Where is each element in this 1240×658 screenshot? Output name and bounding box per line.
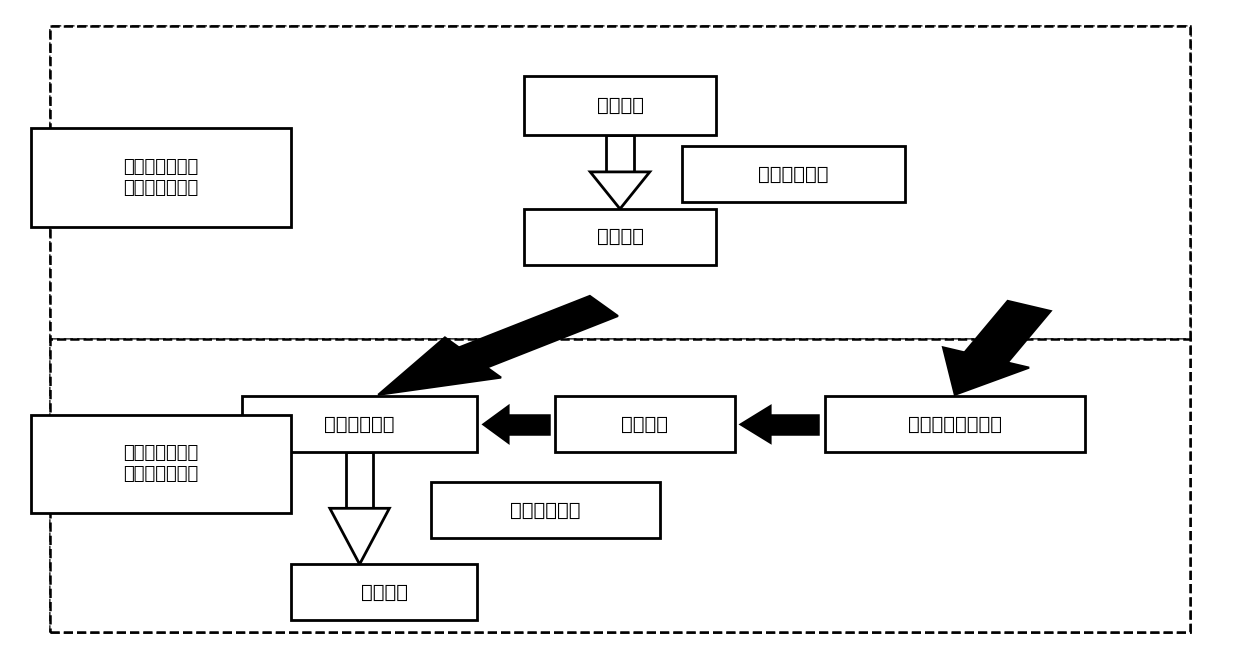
Bar xyxy=(825,396,1085,453)
Bar xyxy=(31,128,291,227)
Polygon shape xyxy=(330,508,389,564)
Polygon shape xyxy=(459,296,618,368)
Text: 二相分布检测: 二相分布检测 xyxy=(511,501,580,519)
Bar xyxy=(606,135,634,172)
Text: 采集样本: 采集样本 xyxy=(596,96,644,114)
Bar xyxy=(50,26,1190,339)
Bar xyxy=(523,76,717,135)
Bar xyxy=(31,415,291,513)
Text: 小片段插入缺失
检测程序内完成: 小片段插入缺失 检测程序内完成 xyxy=(124,445,198,483)
Bar xyxy=(432,482,660,538)
Bar xyxy=(523,209,717,265)
Polygon shape xyxy=(484,406,508,443)
Text: 检测结果: 检测结果 xyxy=(361,583,408,601)
Polygon shape xyxy=(590,172,650,209)
Bar xyxy=(346,453,373,508)
Polygon shape xyxy=(965,301,1050,363)
Text: 背景噪音: 背景噪音 xyxy=(621,415,668,434)
Text: 样本处理测序: 样本处理测序 xyxy=(759,165,828,184)
Bar xyxy=(50,339,1190,632)
Text: 待测样本数据: 待测样本数据 xyxy=(325,415,394,434)
Bar xyxy=(508,415,548,434)
Bar xyxy=(508,415,548,434)
Polygon shape xyxy=(942,347,1029,395)
Text: 小片段插入缺失
检测程序外完成: 小片段插入缺失 检测程序外完成 xyxy=(124,159,198,197)
Text: 下机数据: 下机数据 xyxy=(596,228,644,246)
Text: 阴性对照样本数据: 阴性对照样本数据 xyxy=(908,415,1002,434)
Bar xyxy=(770,415,818,434)
Bar xyxy=(770,415,818,434)
Bar xyxy=(242,396,477,453)
Bar xyxy=(291,564,477,620)
Polygon shape xyxy=(378,338,501,395)
Polygon shape xyxy=(742,406,770,443)
Bar xyxy=(682,146,905,203)
Bar xyxy=(556,396,734,453)
